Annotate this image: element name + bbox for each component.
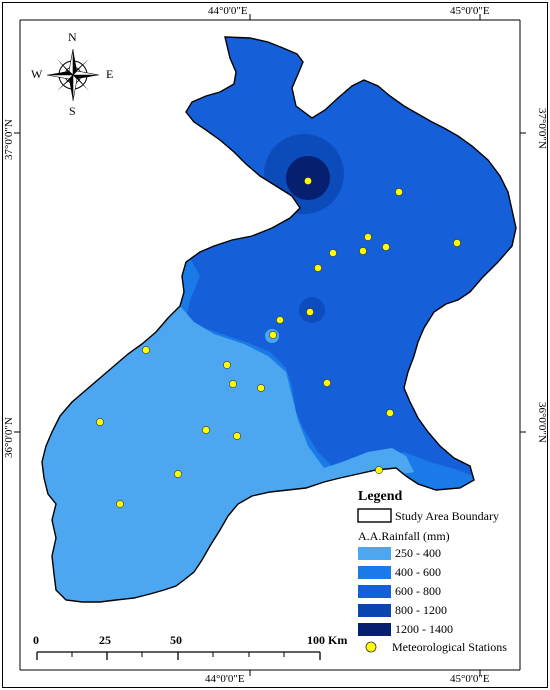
legend-swatch-250-400 — [358, 547, 391, 560]
coord-left-36: 36°0'0"N — [3, 417, 15, 458]
compass-rose-icon — [46, 48, 100, 102]
legend-station-symbol — [365, 641, 377, 653]
legend-label-600-800: 600 - 800 — [395, 584, 441, 598]
station-marker — [314, 264, 322, 272]
station-marker — [174, 470, 182, 478]
compass-south-label: S — [69, 104, 76, 118]
station-marker — [257, 384, 265, 392]
legend-label-1200-1400: 1200 - 1400 — [395, 622, 453, 636]
compass-north-label: N — [68, 30, 77, 44]
station-marker — [382, 243, 390, 251]
station-marker — [306, 308, 314, 316]
legend-stations-label: Meteorological Stations — [392, 640, 507, 654]
compass-west-label: W — [31, 67, 43, 81]
coord-right-37: 37°0'0"N — [536, 108, 548, 149]
coord-top-44: 44°0'0"E — [208, 5, 248, 17]
station-marker — [375, 466, 383, 474]
scale-bar — [36, 651, 321, 660]
coord-right-36: 36°0'0"N — [536, 402, 548, 443]
station-marker — [386, 409, 394, 417]
legend-rain-title: A.A.Rainfall (mm) — [358, 529, 450, 543]
station-marker — [453, 239, 461, 247]
legend-swatch-1200-1400 — [358, 623, 391, 636]
coord-top-45: 45°0'0"E — [450, 5, 490, 17]
station-marker — [364, 233, 372, 241]
legend-swatch-600-800 — [358, 585, 391, 598]
station-marker — [359, 247, 367, 255]
station-marker — [202, 426, 210, 434]
coord-bottom-44: 44°0'0"E — [205, 673, 245, 685]
legend-boundary-swatch — [357, 508, 392, 523]
legend-label-250-400: 250 - 400 — [395, 546, 441, 560]
station-marker — [329, 249, 337, 257]
station-marker — [323, 379, 331, 387]
study-area-boundary — [41, 36, 517, 603]
station-marker — [116, 500, 124, 508]
station-marker — [233, 432, 241, 440]
station-marker — [269, 331, 277, 339]
station-marker — [223, 361, 231, 369]
legend-swatch-400-600 — [358, 566, 391, 579]
zone-250-400 — [42, 306, 414, 602]
station-marker — [395, 188, 403, 196]
legend-boundary-label: Study Area Boundary — [395, 509, 499, 523]
station-marker — [229, 380, 237, 388]
legend-label-400-600: 400 - 600 — [395, 565, 441, 579]
station-marker — [96, 418, 104, 426]
scale-label-25: 25 — [99, 633, 111, 647]
station-marker — [142, 346, 150, 354]
scale-label-0: 0 — [33, 633, 39, 647]
station-marker — [304, 177, 312, 185]
legend-label-800-1200: 800 - 1200 — [395, 603, 447, 617]
scale-label-50: 50 — [170, 633, 182, 647]
graticule-ticks — [14, 14, 526, 676]
legend-title: Legend — [358, 489, 403, 504]
stations-layer — [96, 177, 461, 508]
legend-swatch-800-1200 — [358, 604, 391, 617]
coord-left-37: 37°0'0"N — [3, 119, 15, 160]
scale-label-100km: 100 Km — [307, 633, 348, 647]
compass-east-label: E — [106, 67, 114, 81]
coord-bottom-45: 45°0'0"E — [450, 673, 490, 685]
station-marker — [276, 316, 284, 324]
